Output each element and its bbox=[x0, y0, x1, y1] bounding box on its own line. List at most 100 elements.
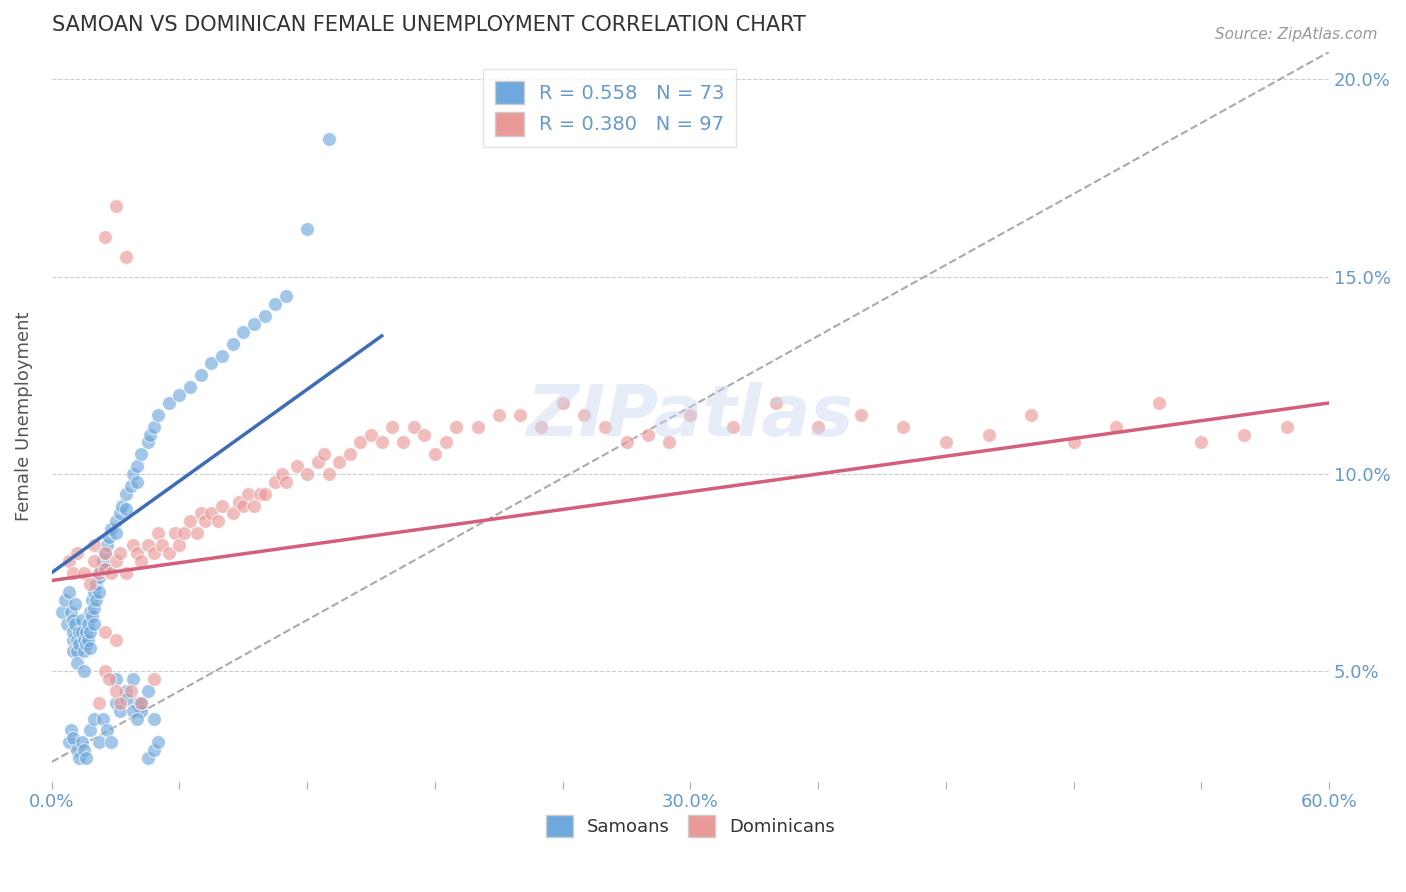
Point bbox=[82, 593, 104, 607]
Point bbox=[104, 526, 127, 541]
Point bbox=[91, 712, 114, 726]
Point bbox=[488, 408, 510, 422]
Point bbox=[115, 250, 138, 264]
Point bbox=[79, 723, 101, 738]
Point bbox=[94, 561, 117, 575]
Point bbox=[62, 632, 84, 647]
Point bbox=[87, 696, 110, 710]
Point bbox=[51, 605, 73, 619]
Point bbox=[318, 467, 340, 481]
Point bbox=[73, 566, 96, 580]
Point bbox=[179, 380, 201, 394]
Point bbox=[115, 684, 138, 698]
Point bbox=[1019, 408, 1042, 422]
Point bbox=[1147, 396, 1170, 410]
Point bbox=[142, 712, 165, 726]
Point bbox=[142, 546, 165, 560]
Point bbox=[55, 616, 77, 631]
Point bbox=[190, 368, 212, 383]
Point bbox=[211, 349, 233, 363]
Point bbox=[53, 593, 76, 607]
Point bbox=[83, 538, 105, 552]
Point bbox=[115, 691, 138, 706]
Point bbox=[67, 637, 90, 651]
Point bbox=[270, 467, 292, 481]
Point bbox=[243, 499, 266, 513]
Point bbox=[121, 538, 143, 552]
Point bbox=[173, 526, 195, 541]
Point bbox=[935, 435, 957, 450]
Point bbox=[169, 538, 191, 552]
Point bbox=[138, 427, 160, 442]
Point bbox=[142, 419, 165, 434]
Point bbox=[125, 696, 148, 710]
Point bbox=[190, 507, 212, 521]
Point bbox=[63, 616, 86, 631]
Point bbox=[90, 561, 112, 575]
Point bbox=[62, 731, 84, 746]
Point bbox=[765, 396, 787, 410]
Point bbox=[108, 704, 131, 718]
Point bbox=[70, 624, 93, 639]
Point bbox=[96, 538, 118, 552]
Text: SAMOAN VS DOMINICAN FEMALE UNEMPLOYMENT CORRELATION CHART: SAMOAN VS DOMINICAN FEMALE UNEMPLOYMENT … bbox=[52, 15, 806, 35]
Point bbox=[297, 222, 319, 236]
Point bbox=[402, 419, 425, 434]
Point bbox=[551, 396, 574, 410]
Point bbox=[87, 566, 110, 580]
Point bbox=[77, 632, 100, 647]
Text: Source: ZipAtlas.com: Source: ZipAtlas.com bbox=[1215, 27, 1378, 42]
Point bbox=[148, 408, 170, 422]
Point bbox=[169, 388, 191, 402]
Point bbox=[75, 751, 97, 765]
Point bbox=[297, 467, 319, 481]
Point bbox=[104, 199, 127, 213]
Point bbox=[253, 309, 276, 323]
Point bbox=[179, 514, 201, 528]
Point bbox=[104, 514, 127, 528]
Point bbox=[200, 507, 222, 521]
Legend: Samoans, Dominicans: Samoans, Dominicans bbox=[537, 805, 845, 846]
Point bbox=[207, 514, 229, 528]
Point bbox=[136, 751, 159, 765]
Point bbox=[82, 609, 104, 624]
Point bbox=[87, 569, 110, 583]
Point bbox=[1275, 419, 1298, 434]
Point bbox=[148, 735, 170, 749]
Point bbox=[637, 427, 659, 442]
Point bbox=[129, 554, 152, 568]
Point bbox=[100, 735, 122, 749]
Point bbox=[509, 408, 531, 422]
Point bbox=[307, 455, 329, 469]
Y-axis label: Female Unemployment: Female Unemployment bbox=[15, 312, 32, 522]
Point bbox=[62, 566, 84, 580]
Point bbox=[62, 624, 84, 639]
Point bbox=[721, 419, 744, 434]
Point bbox=[91, 554, 114, 568]
Point bbox=[83, 712, 105, 726]
Point bbox=[194, 514, 217, 528]
Point bbox=[59, 605, 82, 619]
Point bbox=[104, 632, 127, 647]
Point bbox=[108, 696, 131, 710]
Point bbox=[264, 297, 287, 311]
Point bbox=[136, 684, 159, 698]
Point bbox=[121, 467, 143, 481]
Point bbox=[1063, 435, 1085, 450]
Point bbox=[595, 419, 617, 434]
Point bbox=[66, 546, 89, 560]
Point bbox=[285, 458, 308, 473]
Point bbox=[66, 743, 89, 757]
Point bbox=[58, 735, 80, 749]
Point bbox=[98, 530, 121, 544]
Point bbox=[274, 289, 297, 303]
Point bbox=[228, 494, 250, 508]
Point bbox=[129, 704, 152, 718]
Point bbox=[339, 447, 361, 461]
Point bbox=[157, 396, 180, 410]
Point bbox=[222, 336, 245, 351]
Point bbox=[87, 735, 110, 749]
Point bbox=[125, 475, 148, 489]
Point bbox=[98, 672, 121, 686]
Point bbox=[1233, 427, 1256, 442]
